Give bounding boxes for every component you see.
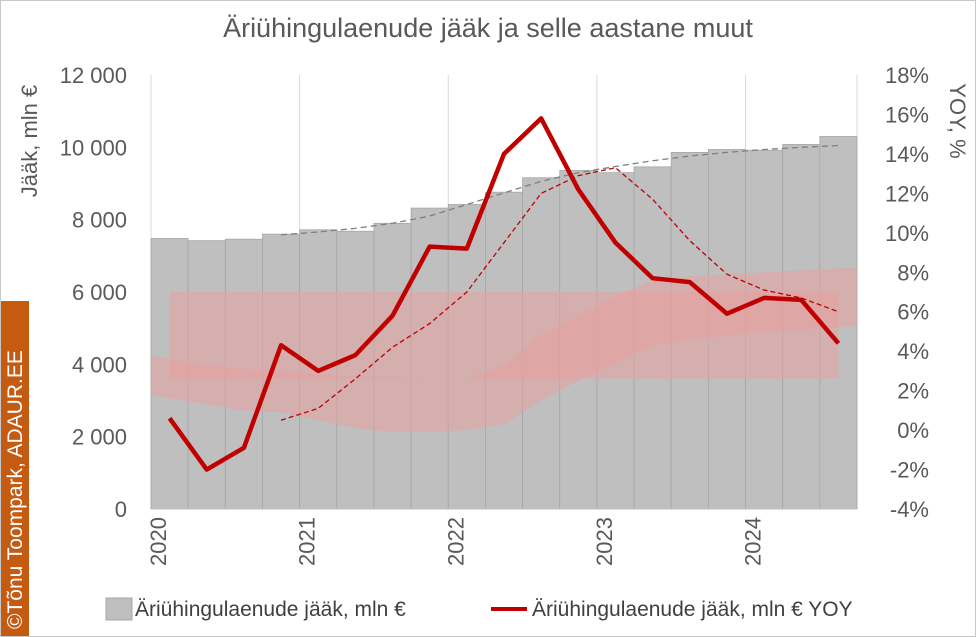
band-varying — [151, 268, 857, 433]
copyright-text: ©Tõnu Toompark, ADAUR.EE — [4, 350, 27, 629]
left-tick-label: 6 000 — [72, 280, 127, 305]
year-label-2023: 2023 — [592, 517, 617, 566]
left-tick-label: 4 000 — [72, 352, 127, 377]
yoy-line-series — [167, 116, 841, 472]
year-label-2024: 2024 — [741, 517, 766, 566]
axes: 12 000 10 000 8 000 6 000 4 000 2 000 0 18% 16% 1… — [60, 63, 929, 566]
chart-title: Äriühingulaenude jääk ja selle aastane m… — [223, 13, 753, 43]
right-axis-title: YOY, % — [945, 83, 970, 158]
year-label-2021: 2021 — [295, 517, 320, 566]
right-tick-label: 12% — [885, 181, 929, 206]
right-tick-label: -2% — [890, 458, 929, 483]
right-tick-label: 8% — [897, 260, 929, 285]
trend-left-line — [281, 144, 839, 236]
left-tick-label: 12 000 — [60, 63, 127, 88]
right-tick-label: -4% — [890, 497, 929, 522]
range-bands — [151, 268, 857, 433]
left-tick-label: 2 000 — [72, 425, 127, 450]
copyright-badge: ©Tõnu Toompark, ADAUR.EE — [1, 301, 29, 636]
legend: Äriühingulaenude jääk, mln € Äriühingula… — [105, 597, 853, 621]
trend-lines — [280, 144, 839, 421]
legend-label-line: Äriühingulaenude jääk, mln € YOY — [532, 598, 853, 621]
year-label-2020: 2020 — [146, 517, 171, 566]
right-tick-label: 14% — [885, 142, 929, 167]
legend-swatch-bar — [105, 597, 133, 621]
right-tick-label: 4% — [897, 339, 929, 364]
right-tick-label: 10% — [885, 221, 929, 246]
legend-label-bar: Äriühingulaenude jääk, mln € — [135, 598, 406, 621]
right-tick-label: 2% — [897, 379, 929, 404]
right-tick-label: 16% — [885, 102, 929, 127]
left-axis-title: Jääk, mln € — [17, 85, 42, 198]
right-tick-label: 6% — [897, 300, 929, 325]
copyright-background — [1, 301, 29, 636]
left-tick-label: 8 000 — [72, 208, 127, 233]
left-tick-label: 0 — [115, 497, 127, 522]
trend-right-line — [280, 167, 839, 421]
right-tick-label: 0% — [897, 418, 929, 443]
left-tick-label: 10 000 — [60, 135, 127, 160]
right-tick-label: 18% — [885, 63, 929, 88]
year-label-2022: 2022 — [443, 517, 468, 566]
